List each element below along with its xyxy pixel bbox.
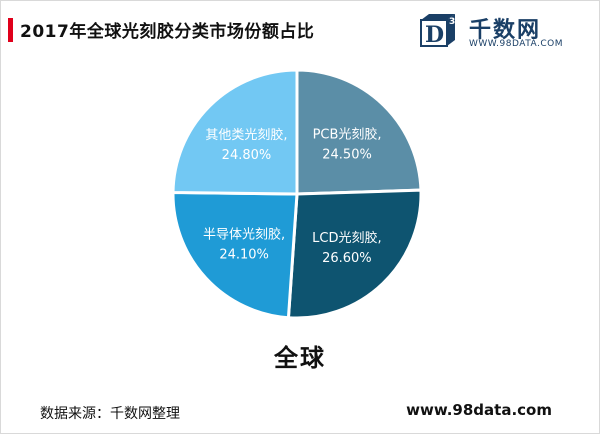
svg-text:D: D <box>425 22 444 48</box>
data-source: 数据来源：千数网整理 <box>40 406 180 422</box>
logo-name: 千数网 <box>469 18 542 43</box>
chart-title: 2017年全球光刻胶分类市场份额占比 <box>20 22 315 42</box>
slice-value-label: 24.80% <box>222 148 272 163</box>
slice-value-label: 26.60% <box>322 251 372 266</box>
pie-slice <box>295 68 423 196</box>
pie-slice <box>171 190 299 320</box>
slice-label: LCD光刻胶, <box>312 230 381 246</box>
pie-slice <box>171 68 299 196</box>
d3-cube-icon: D 3 <box>420 14 455 48</box>
chart-caption: 全球 <box>274 344 326 372</box>
brand-logo: D 3 千数网 WWW.98DATA.COM <box>417 12 592 54</box>
svg-text:3: 3 <box>449 17 455 27</box>
logo-url: WWW.98DATA.COM <box>469 39 563 49</box>
slice-label: 其他类光刻胶, <box>205 127 287 143</box>
slice-label: 半导体光刻胶, <box>203 227 285 243</box>
site-url: www.98data.com <box>406 401 552 419</box>
pie-slice <box>286 188 423 320</box>
slice-value-label: 24.10% <box>219 248 269 263</box>
slice-value-label: 24.50% <box>322 147 372 162</box>
title-accent-bar <box>8 18 13 42</box>
slice-label: PCB光刻胶, <box>313 126 382 142</box>
